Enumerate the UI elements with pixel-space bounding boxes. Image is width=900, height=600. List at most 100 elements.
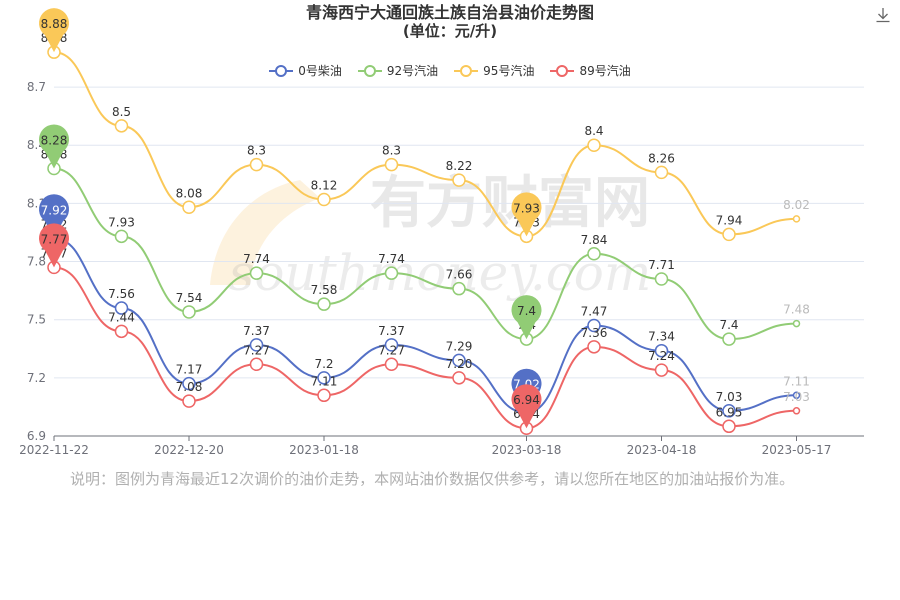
data-label: 8.3 [382, 144, 401, 158]
chart-legend: 0号柴油 92号汽油 95号汽油 89号汽油 [0, 62, 900, 79]
data-label: 7.47 [581, 305, 608, 319]
data-point [182, 376, 196, 391]
data-label: 7.24 [648, 349, 675, 363]
data-point [452, 173, 466, 187]
extreme-marker-label: 7.77 [41, 232, 68, 246]
data-label: 7.66 [446, 268, 473, 282]
data-point [722, 332, 736, 346]
data-label: 7.37 [378, 324, 405, 338]
data-point [792, 391, 801, 400]
chart-note: 说明：图例为青海最近12次调价的油价走势，本网站油价数据仅供参考，请以您所在地区… [70, 470, 795, 488]
extreme-marker-pin [39, 124, 70, 169]
data-point [249, 157, 264, 172]
data-point [792, 407, 801, 415]
data-point [722, 227, 736, 242]
data-label: 8.02 [783, 198, 810, 212]
legend-label: 89号汽油 [579, 64, 631, 78]
extreme-marker-label: 8.88 [41, 17, 68, 31]
data-label: 7.17 [176, 363, 203, 377]
legend-item[interactable]: 92号汽油 [357, 62, 439, 79]
extreme-marker-pin [511, 295, 542, 340]
extreme-marker-pin [511, 384, 542, 429]
data-point [452, 353, 466, 368]
data-label: 8.22 [446, 159, 473, 173]
data-label: 7.84 [581, 233, 608, 247]
chart-subtitle: (单位：元/升) [402, 22, 498, 40]
data-label: 8.12 [311, 179, 338, 193]
data-label: 7.56 [108, 287, 135, 301]
data-point [317, 192, 331, 207]
data-point [722, 404, 736, 418]
x-tick-label: 2023-03-18 [492, 443, 562, 457]
data-label: 7.37 [243, 324, 270, 338]
extreme-marker-label: 8.28 [41, 133, 68, 147]
data-label: 7.36 [581, 326, 608, 340]
data-label: 7.74 [243, 252, 270, 266]
data-label: 7.71 [648, 258, 675, 272]
y-tick-label: 7.5 [27, 313, 46, 327]
data-label: 7.29 [446, 339, 473, 353]
data-label: 7.94 [716, 213, 743, 227]
extreme-marker-pin [511, 192, 542, 237]
data-point [792, 215, 801, 223]
data-point [182, 200, 196, 215]
data-point [114, 119, 129, 133]
data-label: 7.93 [108, 215, 135, 229]
data-point [182, 394, 196, 408]
extreme-marker-label: 6.94 [513, 393, 540, 407]
legend-item[interactable]: 89号汽油 [550, 62, 631, 79]
x-tick-label: 2023-01-18 [289, 443, 359, 457]
data-point [654, 272, 669, 286]
extreme-marker-label: 7.4 [517, 304, 536, 318]
data-label: 8.08 [176, 186, 203, 200]
data-point [384, 338, 399, 352]
data-label: 7.20 [446, 357, 473, 371]
data-point [587, 138, 601, 152]
y-tick-label: 7.8 [27, 255, 46, 269]
extreme-marker-pin [39, 223, 70, 268]
legend-label: 92号汽油 [386, 64, 439, 78]
extreme-marker-label: 7.93 [513, 201, 540, 215]
data-point [654, 165, 669, 180]
data-label: 8.4 [584, 124, 603, 138]
chart-title: 青海西宁大通回族土族自治县油价走势图 [305, 3, 594, 22]
data-point [317, 371, 331, 385]
data-point [587, 340, 601, 354]
watermark-logo [210, 180, 320, 285]
data-point [587, 318, 601, 333]
data-label: 7.44 [108, 310, 135, 324]
data-label: 7.2 [314, 357, 333, 371]
watermark-url: southmoney.com [229, 244, 652, 302]
data-label: 8.5 [112, 105, 131, 119]
extreme-marker-pin [39, 194, 70, 239]
data-label: 7.54 [176, 291, 203, 305]
series-line-1 [53, 167, 797, 341]
data-point [317, 388, 331, 403]
data-point [317, 297, 331, 311]
legend-label: 0号柴油 [298, 64, 342, 78]
data-point [654, 363, 669, 377]
data-label: 6.95 [716, 405, 743, 419]
y-tick-label: 8.7 [27, 80, 46, 94]
x-tick-label: 2022-11-22 [19, 443, 89, 457]
data-point [722, 419, 736, 434]
legend-swatch [269, 64, 294, 77]
data-label: 7.11 [311, 374, 338, 388]
data-label: 8.3 [247, 144, 266, 158]
data-point [384, 357, 399, 372]
legend-swatch [550, 64, 575, 77]
data-point [452, 371, 466, 385]
data-label: 7.03 [783, 390, 810, 404]
data-point [114, 229, 129, 244]
y-tick-label: 7.2 [27, 371, 46, 385]
data-point [182, 305, 196, 319]
legend-label: 95号汽油 [483, 64, 535, 78]
legend-item[interactable]: 0号柴油 [269, 62, 342, 79]
download-icon[interactable] [874, 6, 892, 24]
data-label: 7.03 [716, 390, 743, 404]
extreme-marker-label: 7.92 [41, 203, 68, 217]
legend-swatch [357, 64, 382, 77]
series-line-3 [53, 266, 797, 430]
legend-item[interactable]: 95号汽油 [454, 62, 534, 79]
